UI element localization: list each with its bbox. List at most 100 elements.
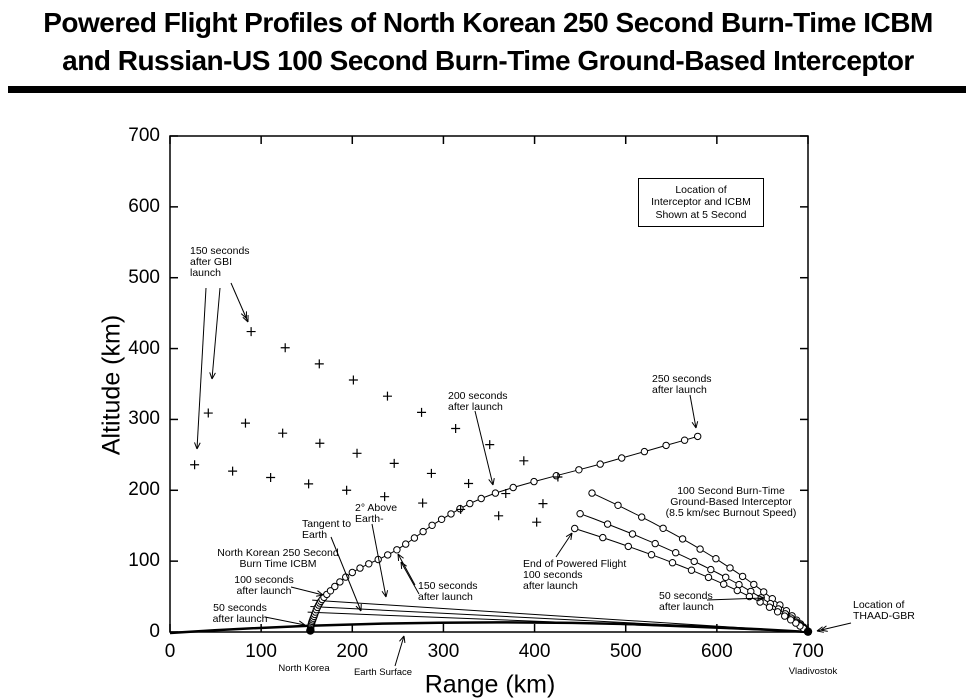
- annotation-arrow-line: [706, 597, 765, 601]
- legend-line3: Shown at 5 Second: [655, 208, 747, 221]
- gbi-5s-marker: [638, 513, 646, 521]
- annotation-arrow-line: [230, 282, 249, 323]
- x-tick-label-700: 700: [792, 641, 824, 662]
- annotation-thaad: Location of THAAD-GBR: [853, 599, 915, 622]
- annotation-arrowhead: [316, 594, 324, 597]
- plot-box: [169, 135, 809, 633]
- annotation-arrow-line: [689, 394, 697, 429]
- annotation-arrowhead: [400, 561, 407, 567]
- icbm-5s-marker: [419, 527, 427, 536]
- gbi-5s-marker: [726, 564, 734, 572]
- annotation-arrowhead: [757, 594, 765, 599]
- icbm-5s-marker: [509, 483, 517, 492]
- gbi-launch-point: [803, 627, 813, 636]
- icbm-5s-marker: [402, 540, 410, 548]
- x-tick-label-500: 500: [609, 641, 642, 662]
- gbi-5s-marker: [696, 545, 704, 553]
- axes-box: [169, 135, 809, 633]
- figure-title: Powered Flight Profiles of North Korean …: [0, 4, 976, 80]
- annotation-icbm-50s: 50 seconds after launch: [212, 602, 268, 625]
- annotation-arrowhead: [196, 442, 201, 450]
- icbm-5s-marker: [596, 460, 604, 468]
- y-tick-label-100: 100: [128, 550, 160, 572]
- icbm-5s-marker: [384, 551, 392, 559]
- gbi-coast-plus-marker: [494, 511, 504, 521]
- annotation-two-deg: 2° Above Earth-: [355, 502, 398, 525]
- annotation-arrowhead: [816, 626, 823, 632]
- gbi-5s-marker: [712, 555, 720, 563]
- figure-title-line2: and Russian-US 100 Second Burn-Time Grou…: [62, 45, 914, 76]
- annotation-arrowhead: [488, 479, 494, 486]
- annotation-arrowhead: [209, 372, 213, 380]
- annotation-tangent: Tangent to Earth: [302, 518, 352, 541]
- x-tick-label-100: 100: [245, 641, 277, 662]
- icbm-5s-marker: [365, 560, 373, 568]
- annotation-north-korea: North Korea: [278, 663, 330, 674]
- y-tick-label-300: 300: [128, 408, 160, 430]
- icbm-5s-marker: [356, 564, 364, 572]
- gbi-coast-plus-marker: [464, 478, 474, 488]
- gbi-coast-plus-marker: [418, 498, 428, 508]
- gbi-coast-plus-marker: [228, 466, 238, 476]
- icbm-5s-marker: [552, 472, 560, 480]
- x-tick-label-300: 300: [427, 641, 460, 662]
- annotation-arrowhead: [492, 478, 495, 486]
- gbi-coast-plus-marker: [451, 423, 461, 433]
- gbi-5s-marker: [792, 619, 800, 627]
- annotation-arrow-line: [290, 586, 324, 596]
- icbm-5s-marker: [477, 494, 485, 503]
- gbi-coast-markers-shallow: [190, 460, 542, 527]
- annotation-icbm-title: North Korean 250 Second Burn Time ICBM: [217, 547, 339, 570]
- annotation-arrowhead: [242, 316, 249, 323]
- gbi-coast-plus-marker: [485, 440, 495, 450]
- annotation-arrowhead: [691, 421, 697, 429]
- gbi-5s-marker: [704, 573, 713, 582]
- gbi-5s-marker: [787, 616, 795, 624]
- annotation-arrow-line: [264, 616, 306, 626]
- x-tick-label-200: 200: [336, 641, 369, 662]
- annotation-arrowhead: [820, 629, 828, 632]
- gbi-5s-marker: [588, 489, 596, 497]
- annotation-arrows: [194, 282, 852, 667]
- gbi-5s-marker: [765, 603, 774, 611]
- gbi-5s-marker: [668, 559, 677, 567]
- icbm-5s-marker: [456, 505, 464, 513]
- gbi-coast-plus-marker: [304, 479, 314, 489]
- gbi-coast-plus-marker: [426, 468, 436, 478]
- gbi-5s-marker: [624, 542, 632, 551]
- annotation-arrowhead: [399, 635, 405, 642]
- annotation-arrowhead: [397, 553, 400, 562]
- icbm-path: [309, 435, 698, 631]
- gbi-5s-marker: [672, 549, 680, 557]
- gbi-5s-marker: [738, 572, 747, 581]
- launch-points: [306, 626, 813, 636]
- x-axis-label: Range (km): [424, 670, 556, 699]
- annotation-arrowhead: [317, 590, 324, 596]
- gbi-5s-marker: [614, 501, 622, 509]
- y-tick-label-200: 200: [128, 479, 160, 501]
- x-tick-label-0: 0: [164, 641, 176, 662]
- gbi-5s-marker: [690, 557, 698, 566]
- annotation-arrowhead: [299, 620, 306, 626]
- gbi-5s-marker: [733, 586, 741, 595]
- icbm-5s-marker: [410, 534, 419, 542]
- gbi-coast-plus-marker: [456, 504, 466, 514]
- gbi-coast-plus-marker: [342, 485, 352, 495]
- icbm-5s-marker: [618, 454, 626, 462]
- gbi-coast-plus-marker: [417, 407, 427, 417]
- annotation-arrowhead: [403, 635, 406, 644]
- annotation-gbi-150s: 150 seconds after GBI launch: [190, 245, 250, 279]
- gbi-coast-markers-middle: [203, 408, 548, 509]
- y-tick-label-700: 700: [128, 125, 160, 146]
- figure-title-line1: Powered Flight Profiles of North Korean …: [43, 7, 933, 38]
- gbi-coast-plus-marker: [203, 408, 213, 418]
- y-tick-label-400: 400: [128, 337, 160, 359]
- annotation-arrowhead: [381, 590, 387, 598]
- gbi-5s-marker: [647, 551, 656, 559]
- gbi-coast-plus-marker: [519, 456, 529, 466]
- earth-surface: [169, 621, 809, 635]
- gbi-coast-plus-marker: [314, 359, 324, 369]
- legend-line1: Location of: [675, 183, 727, 196]
- annotation-end-powered: End of Powered Flight 100 seconds after …: [523, 558, 627, 592]
